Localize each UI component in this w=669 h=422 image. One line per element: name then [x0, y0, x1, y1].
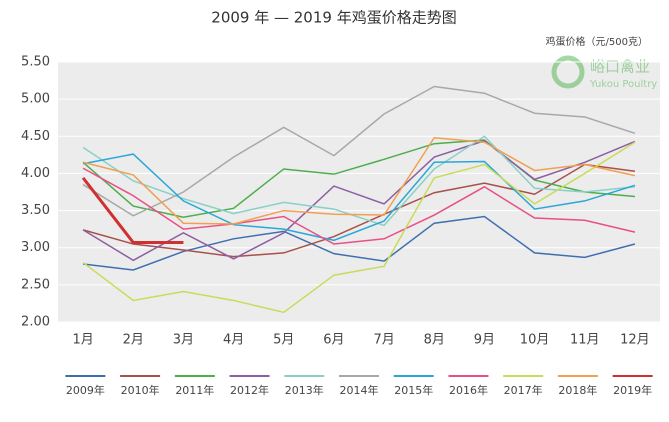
x-tick-label: 2月: [123, 333, 144, 348]
x-tick-label: 10月: [520, 333, 550, 348]
y-tick-label: 5.50: [21, 55, 50, 70]
legend-label: 2016年: [449, 383, 488, 397]
y-tick-label: 5.00: [21, 92, 50, 107]
y-tick-label: 4.50: [21, 129, 50, 144]
x-tick-label: 6月: [323, 333, 344, 348]
legend-label: 2018年: [558, 383, 597, 397]
axis-unit: 鸡蛋价格（元/500克）: [546, 35, 648, 48]
series-line: [81, 176, 184, 245]
x-tick-label: 5月: [273, 333, 294, 348]
series-line: [82, 141, 636, 314]
x-tick-label: 7月: [373, 333, 394, 348]
x-tick-label: 12月: [620, 333, 650, 348]
watermark-text: 峪口禽业: [590, 58, 650, 76]
legend-label: 2019年: [613, 383, 652, 397]
series-line: [82, 153, 636, 242]
logo: [551, 55, 585, 89]
legend-label: 2017年: [504, 383, 543, 397]
chart-title: 2009 年 — 2019 年鸡蛋价格走势图: [211, 9, 456, 27]
plot-area: [58, 62, 660, 322]
watermark-text: Yukou Poultry: [589, 79, 657, 90]
y-tick-label: 4.00: [21, 166, 50, 181]
x-tick-label: 11月: [570, 333, 600, 348]
legend-label: 2012年: [230, 383, 269, 397]
legend-label: 2015年: [394, 383, 433, 397]
x-tick-label: 9月: [474, 333, 495, 348]
y-tick-label: 3.50: [21, 203, 50, 218]
y-tick-label: 2.50: [21, 277, 50, 292]
x-tick-label: 3月: [173, 333, 194, 348]
x-tick-label: 1月: [72, 333, 93, 348]
legend-label: 2014年: [340, 383, 379, 397]
series-line: [82, 85, 636, 217]
y-tick-label: 2.00: [21, 315, 50, 330]
series-line: [82, 215, 636, 271]
legend-label: 2011年: [175, 383, 214, 397]
x-tick-label: 8月: [424, 333, 445, 348]
series-line: [82, 139, 636, 262]
series-line: [82, 136, 636, 225]
legend-label: 2009年: [66, 383, 105, 397]
x-tick-label: 4月: [223, 333, 244, 348]
legend-label: 2013年: [285, 383, 324, 397]
series-line: [82, 167, 636, 245]
y-tick-label: 3.00: [21, 240, 50, 255]
legend-label: 2010年: [121, 383, 160, 397]
